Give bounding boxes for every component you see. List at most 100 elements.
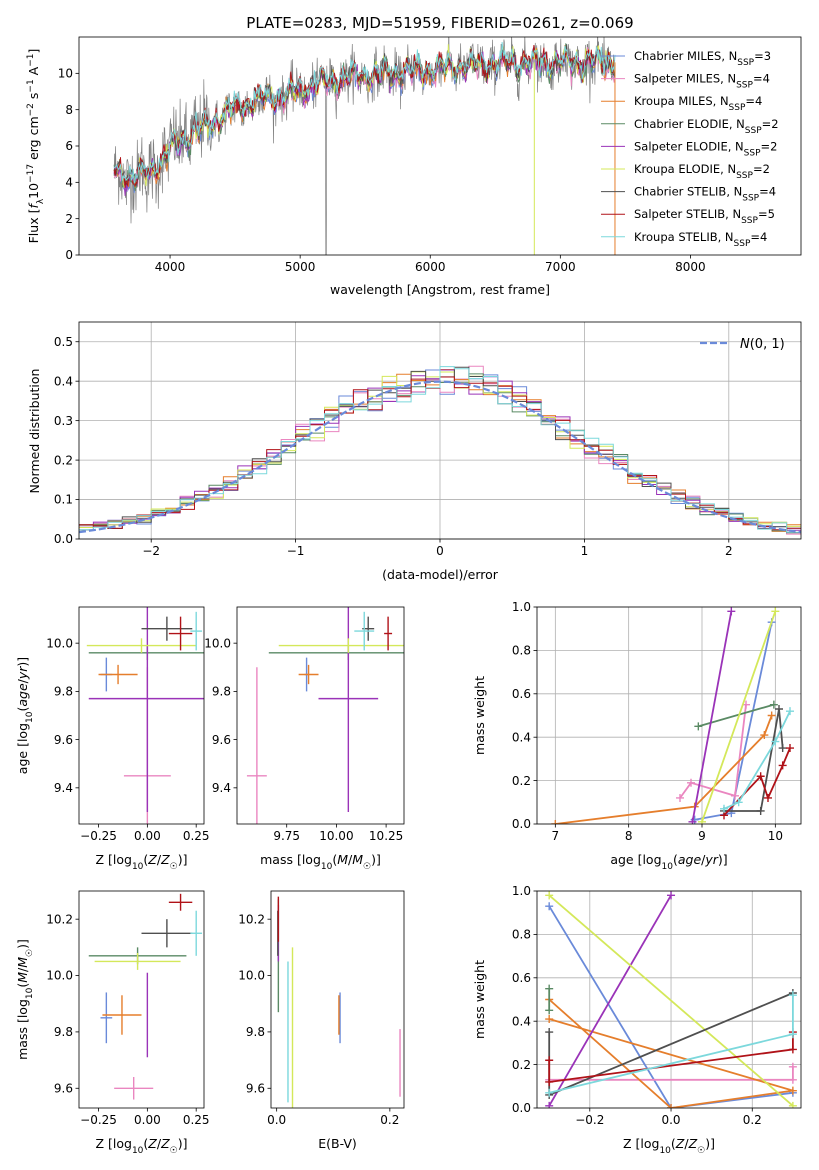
weight-marker	[788, 1086, 797, 1095]
weight-marker	[545, 1056, 554, 1065]
x-tick-label: 0.0	[267, 1113, 286, 1127]
weight-marker	[788, 1062, 797, 1071]
age-mass-axes: 9.75 10.00 10.25 9.4 9.6 9.8 10.0	[204, 606, 405, 843]
weight-marker	[778, 761, 787, 770]
spectrum-legend: Chabrier MILES, NSSP=3 Salpeter MILES, NS…	[601, 49, 779, 249]
weight-Z-ylabel: mass weight	[472, 960, 487, 1039]
weight-age-grid	[537, 606, 801, 825]
x-tick-label: −0.2	[575, 1113, 604, 1127]
weight-marker	[727, 607, 736, 616]
y-tick-label: 9.6	[54, 733, 73, 747]
weight-marker	[756, 772, 765, 781]
residual-legend: N(0, 1)	[700, 337, 785, 352]
y-tick-label: 9.6	[246, 1081, 265, 1095]
y-tick-label: 9.8	[246, 1025, 265, 1039]
spectrum-model-kroupa-stelib	[113, 41, 616, 184]
y-tick-label: 9.8	[54, 685, 73, 699]
errorbar-salpeter-elodie	[318, 607, 379, 812]
mass-EBV-axes: 0.0 0.2 9.6 9.8 10.0 10.2	[238, 890, 405, 1127]
spectrum-panel	[113, 37, 616, 255]
weight-marker	[731, 791, 739, 800]
weight-series-kroupa-elodie	[545, 891, 797, 1108]
mass-Z-panel	[88, 893, 203, 1100]
age-mass-frame	[236, 606, 405, 825]
weight-marker	[786, 707, 794, 716]
legend-label: Chabrier MILES, NSSP=3	[634, 49, 771, 68]
errorbar-salpeter-stelib	[168, 893, 193, 911]
y-tick-label: 0.0	[512, 817, 531, 831]
y-tick-label: 6	[65, 139, 73, 153]
x-tick-label: −2	[142, 544, 160, 558]
weight-series-chabrier-miles	[690, 618, 776, 824]
x-tick-label: 0.00	[134, 829, 161, 843]
y-tick-label: 0.2	[512, 774, 531, 788]
y-tick-label: 9.6	[54, 1081, 73, 1095]
weight-marker	[771, 607, 780, 616]
age-Z-xlabel: Z [log10(Z/Z☉)]	[95, 852, 187, 872]
weight-marker	[687, 778, 695, 787]
legend-label: Chabrier ELODIE, NSSP=2	[634, 117, 779, 136]
y-tick-label: 9.4	[54, 781, 73, 795]
weight-series-kroupa-stelib	[545, 991, 797, 1097]
spectrum-xlabel: wavelength [Angstrom, rest frame]	[330, 282, 550, 297]
y-tick-label: 10.2	[238, 912, 265, 926]
mass-Z-frame	[78, 890, 205, 1109]
y-tick-label: 9.6	[212, 733, 231, 747]
weight-marker	[720, 804, 728, 813]
weight-marker	[760, 731, 769, 740]
y-tick-label: 0.6	[512, 971, 531, 985]
x-tick-label: −0.25	[80, 1113, 117, 1127]
y-tick-label: 2	[65, 212, 73, 226]
weight-marker	[545, 1028, 554, 1037]
errorbar-kroupa-stelib	[190, 611, 203, 651]
mass-Z-ylabel: mass [log10(M/M☉)]	[15, 939, 35, 1060]
weight-marker	[667, 1104, 676, 1108]
y-tick-label: 0.2	[54, 453, 73, 467]
residual-hist-salpeter-stelib	[79, 376, 801, 539]
y-tick-label: 9.8	[212, 685, 231, 699]
legend-label: Chabrier STELIB, NSSP=4	[634, 185, 776, 204]
legend-label: Kroupa MILES, NSSP=4	[634, 94, 762, 113]
errorbar-kroupa-miles	[102, 995, 142, 1035]
x-tick-label: 0.00	[134, 1113, 161, 1127]
weight-marker	[545, 1101, 554, 1108]
errorbar-salpeter-stelib	[168, 616, 193, 651]
weight-marker	[788, 991, 797, 1000]
x-tick-label: 0	[436, 544, 444, 558]
weight-marker	[545, 891, 554, 900]
weight-marker	[667, 891, 676, 900]
legend-label: N(0, 1)	[740, 337, 785, 352]
age-mass-xlabel: mass [log10(M/M☉)]	[260, 852, 381, 872]
mass-Z-axes: −0.25 0.00 0.25 9.6 9.8 10.0 10.2	[46, 890, 210, 1127]
weight-marker	[756, 806, 765, 815]
x-tick-label: 4000	[155, 260, 186, 274]
weight-series-salpeter-stelib	[720, 744, 794, 820]
x-tick-label: −1	[287, 544, 305, 558]
x-tick-label: 10.00	[319, 829, 353, 843]
weight-series-kroupa-stelib	[720, 707, 794, 813]
mass-EBV-panel	[277, 896, 401, 1108]
y-tick-label: 0.2	[512, 1058, 531, 1072]
weight-marker	[788, 1075, 797, 1084]
spectrum-plot-area	[113, 37, 616, 255]
y-tick-label: 0.4	[512, 1014, 531, 1028]
age-Z-axes: −0.25 0.00 0.25 9.4 9.6 9.8 10.0	[46, 606, 210, 843]
x-tick-label: 10	[768, 829, 783, 843]
spectrum-ylabel: Flux [fλ10−17 erg cm−2 s−1 A−1]	[26, 49, 46, 244]
age-Z-plot-area	[86, 607, 204, 824]
x-tick-label: 0.25	[183, 829, 210, 843]
mass-EBV-frame	[270, 890, 405, 1109]
errorbar-chabrier-stelib	[141, 919, 193, 948]
y-tick-label: 0.8	[512, 644, 531, 658]
weight-series-salpeter-elodie	[545, 891, 676, 1108]
x-tick-label: 5000	[285, 260, 316, 274]
gaussian-curve	[79, 380, 801, 534]
weight-marker	[698, 817, 706, 824]
x-tick-label: 6000	[415, 260, 446, 274]
weight-Z-frame	[536, 890, 802, 1109]
y-tick-label: 0.1	[54, 493, 73, 507]
y-tick-label: 0.0	[512, 1101, 531, 1115]
weight-Z-xlabel: Z [log10(Z/Z☉)]	[623, 1136, 715, 1156]
y-tick-label: 1.0	[512, 884, 531, 898]
